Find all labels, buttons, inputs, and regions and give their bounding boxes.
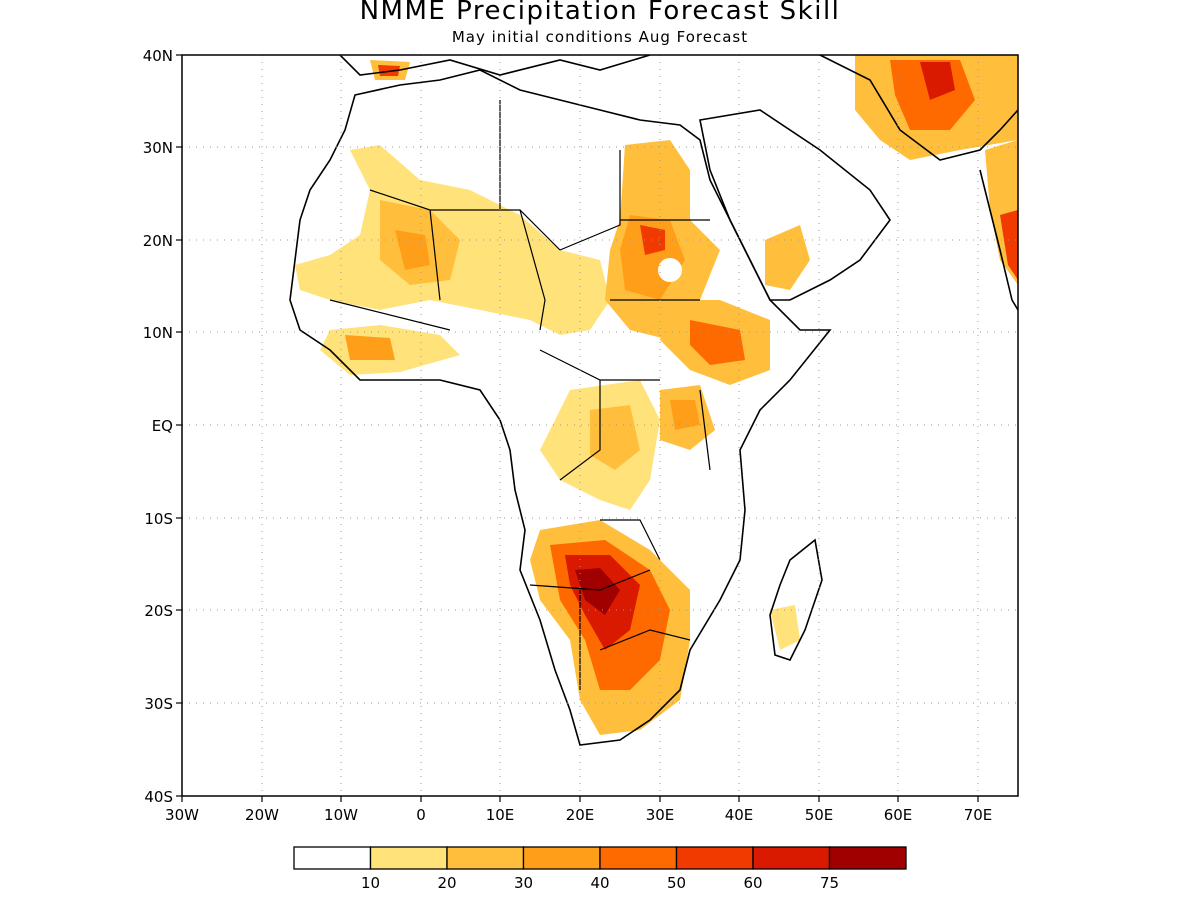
colorbar-label: 50	[667, 874, 686, 892]
colorbar-label: 10	[361, 874, 380, 892]
lon-label: 30W	[165, 806, 199, 824]
colorbar-box	[752, 846, 831, 870]
skill-region-arabia-sw	[765, 225, 810, 290]
colorbar-label: 20	[437, 874, 456, 892]
skill-region-southern-max	[575, 568, 620, 615]
colorbar-box	[369, 846, 448, 870]
lon-label: 60E	[884, 806, 913, 824]
skill-region-lakes-core	[670, 400, 700, 430]
map-subtitle: May initial conditions Aug Forecast	[451, 28, 749, 46]
colorbar-label: 60	[743, 874, 762, 892]
colorbar-box	[675, 846, 754, 870]
colorbar-box	[293, 846, 372, 870]
colorbar: 10 20 30 40 50 60 75	[293, 846, 907, 892]
skill-region-india-core	[1000, 210, 1018, 280]
lat-label: 10N	[143, 324, 173, 342]
lon-label: 40E	[725, 806, 754, 824]
colorbar-box	[522, 846, 601, 870]
skill-region-sahel-west-max	[395, 230, 430, 270]
iran-coastline	[819, 55, 1018, 161]
lon-labels: 30W 20W 10W 0 10E 20E 30E 40E 50E 60E 70…	[165, 806, 992, 824]
skill-region-morocco-core	[378, 65, 400, 76]
lon-label: 70E	[964, 806, 993, 824]
skill-region-sudan-max	[640, 225, 665, 255]
colorbar-box	[828, 846, 907, 870]
lon-label: 30E	[646, 806, 675, 824]
lat-label: 40N	[143, 47, 173, 65]
coastlines	[289, 55, 1018, 746]
tick-marks	[176, 54, 979, 802]
lat-label: 10S	[144, 510, 173, 528]
skill-region-madagascar	[770, 605, 800, 650]
lat-label: EQ	[152, 417, 173, 435]
skill-region-guinea-core	[345, 335, 395, 360]
lon-label: 10W	[324, 806, 358, 824]
lat-label: 20N	[143, 232, 173, 250]
colorbar-label: 40	[590, 874, 609, 892]
lat-labels: 40N 30N 20N 10N EQ 10S 20S 30S 40S	[143, 47, 173, 806]
lat-label: 30N	[143, 139, 173, 157]
lat-label: 30S	[144, 695, 173, 713]
colorbar-label: 75	[820, 874, 839, 892]
skill-shading	[295, 55, 1018, 735]
colorbar-box	[599, 846, 678, 870]
colorbar-label: 30	[514, 874, 533, 892]
skill-gap-sudan	[658, 258, 682, 282]
lon-label: 50E	[805, 806, 834, 824]
skill-region-central-core	[590, 405, 640, 470]
lon-label: 20W	[245, 806, 279, 824]
africa-coastline	[289, 69, 832, 746]
skill-region-ethiopia-core	[690, 320, 745, 365]
colorbar-box	[446, 846, 525, 870]
skill-region-iran-max	[920, 62, 955, 100]
country-borders	[329, 100, 711, 690]
europe-coastline	[339, 55, 651, 76]
lat-label: 40S	[144, 788, 173, 806]
lon-label: 0	[416, 806, 426, 824]
lat-label: 20S	[144, 602, 173, 620]
map-title: NMME Precipitation Forecast Skill	[359, 0, 841, 26]
arabia-coastline	[699, 109, 891, 301]
lon-label: 20E	[566, 806, 595, 824]
india-coastline	[979, 169, 1018, 311]
madagascar-coastline	[769, 538, 823, 661]
lon-label: 10E	[486, 806, 515, 824]
